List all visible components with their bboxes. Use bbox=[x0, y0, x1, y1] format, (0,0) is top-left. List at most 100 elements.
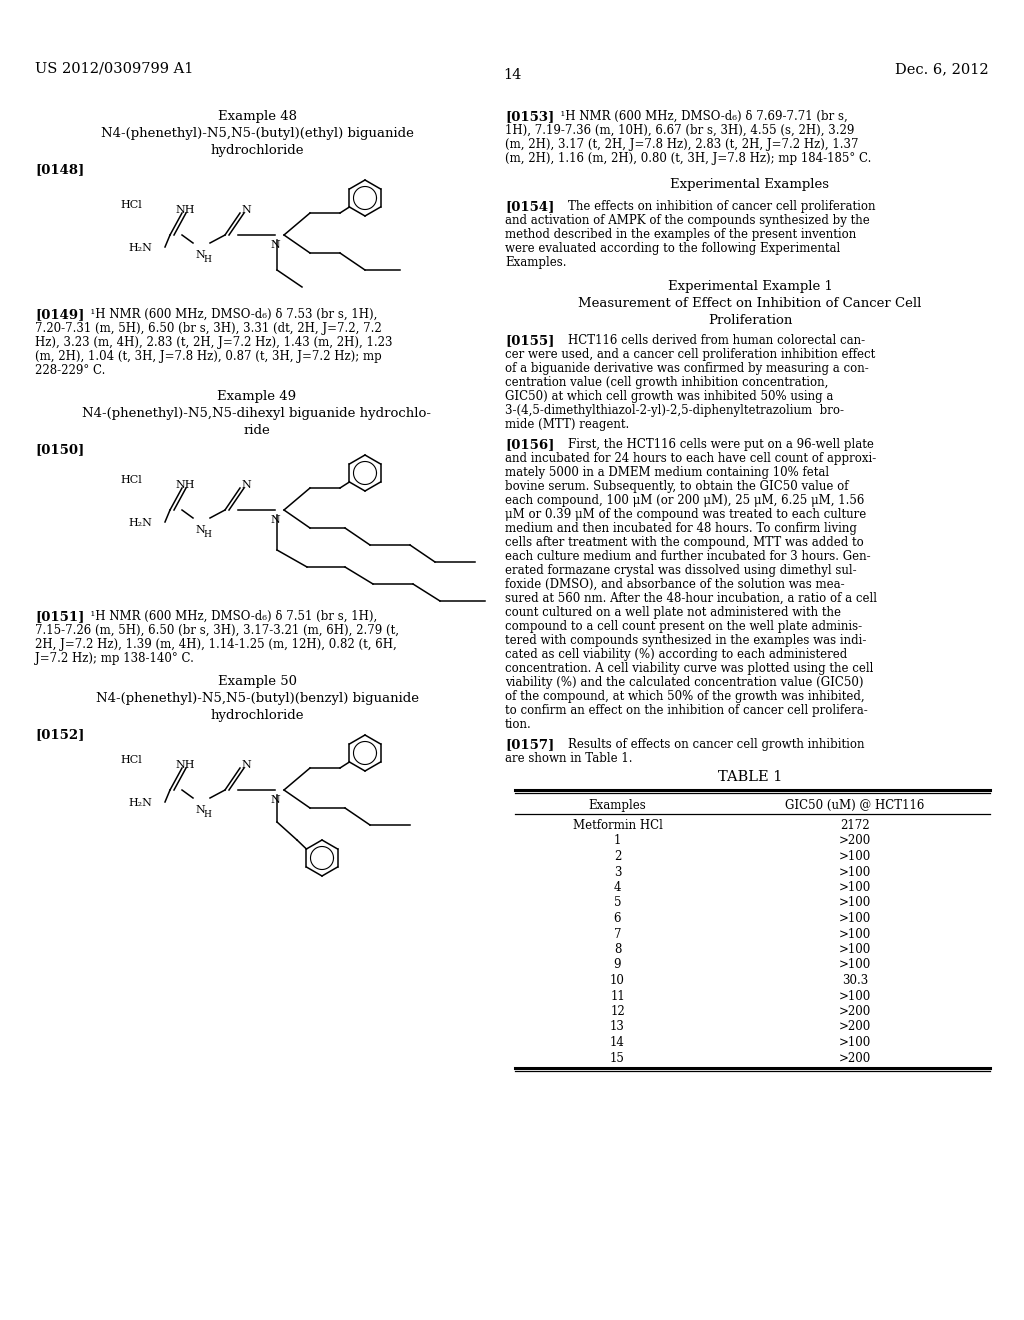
Text: Proliferation: Proliferation bbox=[708, 314, 793, 327]
Text: >100: >100 bbox=[839, 928, 871, 940]
Text: H₂N: H₂N bbox=[128, 517, 152, 528]
Text: N: N bbox=[270, 515, 280, 525]
Text: N: N bbox=[270, 240, 280, 249]
Text: 2: 2 bbox=[613, 850, 622, 863]
Text: cer were used, and a cancer cell proliferation inhibition effect: cer were used, and a cancer cell prolife… bbox=[505, 348, 876, 360]
Text: >100: >100 bbox=[839, 1036, 871, 1049]
Text: were evaluated according to the following Experimental: were evaluated according to the followin… bbox=[505, 242, 841, 255]
Text: 6: 6 bbox=[613, 912, 622, 925]
Text: NH: NH bbox=[175, 480, 195, 490]
Text: [0150]: [0150] bbox=[35, 444, 84, 455]
Text: GIC50) at which cell growth was inhibited 50% using a: GIC50) at which cell growth was inhibite… bbox=[505, 389, 834, 403]
Text: mately 5000 in a DMEM medium containing 10% fetal: mately 5000 in a DMEM medium containing … bbox=[505, 466, 829, 479]
Text: ¹H NMR (600 MHz, DMSO-d₆) δ 7.53 (br s, 1H),: ¹H NMR (600 MHz, DMSO-d₆) δ 7.53 (br s, … bbox=[83, 308, 378, 321]
Text: (m, 2H), 1.16 (m, 2H), 0.80 (t, 3H, J=7.8 Hz); mp 184-185° C.: (m, 2H), 1.16 (m, 2H), 0.80 (t, 3H, J=7.… bbox=[505, 152, 871, 165]
Text: N: N bbox=[241, 480, 251, 490]
Text: count cultured on a well plate not administered with the: count cultured on a well plate not admin… bbox=[505, 606, 841, 619]
Text: The effects on inhibition of cancer cell proliferation: The effects on inhibition of cancer cell… bbox=[553, 201, 876, 213]
Text: each culture medium and further incubated for 3 hours. Gen-: each culture medium and further incubate… bbox=[505, 550, 870, 564]
Text: 1H), 7.19-7.36 (m, 10H), 6.67 (br s, 3H), 4.55 (s, 2H), 3.29: 1H), 7.19-7.36 (m, 10H), 6.67 (br s, 3H)… bbox=[505, 124, 854, 137]
Text: 10: 10 bbox=[610, 974, 625, 987]
Text: 4: 4 bbox=[613, 880, 622, 894]
Text: >100: >100 bbox=[839, 880, 871, 894]
Text: >100: >100 bbox=[839, 990, 871, 1002]
Text: hydrochloride: hydrochloride bbox=[210, 144, 304, 157]
Text: [0155]: [0155] bbox=[505, 334, 554, 347]
Text: >100: >100 bbox=[839, 912, 871, 925]
Text: ride: ride bbox=[244, 424, 270, 437]
Text: are shown in Table 1.: are shown in Table 1. bbox=[505, 752, 633, 766]
Text: Metformin HCl: Metformin HCl bbox=[572, 818, 663, 832]
Text: [0148]: [0148] bbox=[35, 162, 84, 176]
Text: >200: >200 bbox=[839, 1005, 871, 1018]
Text: N4-(phenethyl)-N5,N5-(butyl)(benzyl) biguanide: N4-(phenethyl)-N5,N5-(butyl)(benzyl) big… bbox=[95, 692, 419, 705]
Text: 7: 7 bbox=[613, 928, 622, 940]
Text: [0156]: [0156] bbox=[505, 438, 554, 451]
Text: 5: 5 bbox=[613, 896, 622, 909]
Text: NH: NH bbox=[175, 760, 195, 770]
Text: viability (%) and the calculated concentration value (GIC50): viability (%) and the calculated concent… bbox=[505, 676, 863, 689]
Text: HCl: HCl bbox=[120, 475, 141, 484]
Text: Example 49: Example 49 bbox=[217, 389, 297, 403]
Text: 3-(4,5-dimethylthiazol-2-yl)-2,5-diphenyltetrazolium  bro-: 3-(4,5-dimethylthiazol-2-yl)-2,5-dipheny… bbox=[505, 404, 844, 417]
Text: Example 48: Example 48 bbox=[217, 110, 297, 123]
Text: Experimental Examples: Experimental Examples bbox=[671, 178, 829, 191]
Text: Dec. 6, 2012: Dec. 6, 2012 bbox=[895, 62, 989, 77]
Text: [0153]: [0153] bbox=[505, 110, 554, 123]
Text: [0151]: [0151] bbox=[35, 610, 84, 623]
Text: H: H bbox=[203, 531, 211, 539]
Text: erated formazane crystal was dissolved using dimethyl sul-: erated formazane crystal was dissolved u… bbox=[505, 564, 857, 577]
Text: >100: >100 bbox=[839, 866, 871, 879]
Text: N4-(phenethyl)-N5,N5-(butyl)(ethyl) biguanide: N4-(phenethyl)-N5,N5-(butyl)(ethyl) bigu… bbox=[100, 127, 414, 140]
Text: >200: >200 bbox=[839, 834, 871, 847]
Text: 13: 13 bbox=[610, 1020, 625, 1034]
Text: >100: >100 bbox=[839, 942, 871, 956]
Text: >200: >200 bbox=[839, 1020, 871, 1034]
Text: H₂N: H₂N bbox=[128, 243, 152, 253]
Text: 2H, J=7.2 Hz), 1.39 (m, 4H), 1.14-1.25 (m, 12H), 0.82 (t, 6H,: 2H, J=7.2 Hz), 1.39 (m, 4H), 1.14-1.25 (… bbox=[35, 638, 396, 651]
Text: Measurement of Effect on Inhibition of Cancer Cell: Measurement of Effect on Inhibition of C… bbox=[579, 297, 922, 310]
Text: 8: 8 bbox=[613, 942, 622, 956]
Text: >200: >200 bbox=[839, 1052, 871, 1064]
Text: N: N bbox=[270, 795, 280, 805]
Text: Example 50: Example 50 bbox=[217, 675, 297, 688]
Text: method described in the examples of the present invention: method described in the examples of the … bbox=[505, 228, 856, 242]
Text: H: H bbox=[203, 255, 211, 264]
Text: 2172: 2172 bbox=[840, 818, 869, 832]
Text: [0154]: [0154] bbox=[505, 201, 554, 213]
Text: >100: >100 bbox=[839, 850, 871, 863]
Text: 228-229° C.: 228-229° C. bbox=[35, 364, 105, 378]
Text: 7.20-7.31 (m, 5H), 6.50 (br s, 3H), 3.31 (dt, 2H, J=7.2, 7.2: 7.20-7.31 (m, 5H), 6.50 (br s, 3H), 3.31… bbox=[35, 322, 382, 335]
Text: of a biguanide derivative was confirmed by measuring a con-: of a biguanide derivative was confirmed … bbox=[505, 362, 868, 375]
Text: (m, 2H), 3.17 (t, 2H, J=7.8 Hz), 2.83 (t, 2H, J=7.2 Hz), 1.37: (m, 2H), 3.17 (t, 2H, J=7.8 Hz), 2.83 (t… bbox=[505, 139, 858, 150]
Text: US 2012/0309799 A1: US 2012/0309799 A1 bbox=[35, 62, 194, 77]
Text: 14: 14 bbox=[610, 1036, 625, 1049]
Text: 15: 15 bbox=[610, 1052, 625, 1064]
Text: [0157]: [0157] bbox=[505, 738, 554, 751]
Text: 14: 14 bbox=[503, 69, 521, 82]
Text: HCl: HCl bbox=[120, 755, 141, 766]
Text: First, the HCT116 cells were put on a 96-well plate: First, the HCT116 cells were put on a 96… bbox=[553, 438, 873, 451]
Text: (m, 2H), 1.04 (t, 3H, J=7.8 Hz), 0.87 (t, 3H, J=7.2 Hz); mp: (m, 2H), 1.04 (t, 3H, J=7.8 Hz), 0.87 (t… bbox=[35, 350, 382, 363]
Text: tered with compounds synthesized in the examples was indi-: tered with compounds synthesized in the … bbox=[505, 634, 866, 647]
Text: N: N bbox=[241, 760, 251, 770]
Text: and incubated for 24 hours to each have cell count of approxi-: and incubated for 24 hours to each have … bbox=[505, 451, 877, 465]
Text: sured at 560 nm. After the 48-hour incubation, a ratio of a cell: sured at 560 nm. After the 48-hour incub… bbox=[505, 591, 877, 605]
Text: cated as cell viability (%) according to each administered: cated as cell viability (%) according to… bbox=[505, 648, 847, 661]
Text: hydrochloride: hydrochloride bbox=[210, 709, 304, 722]
Text: Results of effects on cancer cell growth inhibition: Results of effects on cancer cell growth… bbox=[553, 738, 864, 751]
Text: [0149]: [0149] bbox=[35, 308, 84, 321]
Text: H: H bbox=[203, 810, 211, 818]
Text: H₂N: H₂N bbox=[128, 799, 152, 808]
Text: HCl: HCl bbox=[120, 201, 141, 210]
Text: to confirm an effect on the inhibition of cancer cell prolifera-: to confirm an effect on the inhibition o… bbox=[505, 704, 867, 717]
Text: concentration. A cell viability curve was plotted using the cell: concentration. A cell viability curve wa… bbox=[505, 663, 873, 675]
Text: cells after treatment with the compound, MTT was added to: cells after treatment with the compound,… bbox=[505, 536, 864, 549]
Text: >100: >100 bbox=[839, 958, 871, 972]
Text: μM or 0.39 μM of the compound was treated to each culture: μM or 0.39 μM of the compound was treate… bbox=[505, 508, 866, 521]
Text: NH: NH bbox=[175, 205, 195, 215]
Text: Examples: Examples bbox=[589, 799, 646, 812]
Text: N: N bbox=[195, 805, 205, 814]
Text: HCT116 cells derived from human colorectal can-: HCT116 cells derived from human colorect… bbox=[553, 334, 865, 347]
Text: >100: >100 bbox=[839, 896, 871, 909]
